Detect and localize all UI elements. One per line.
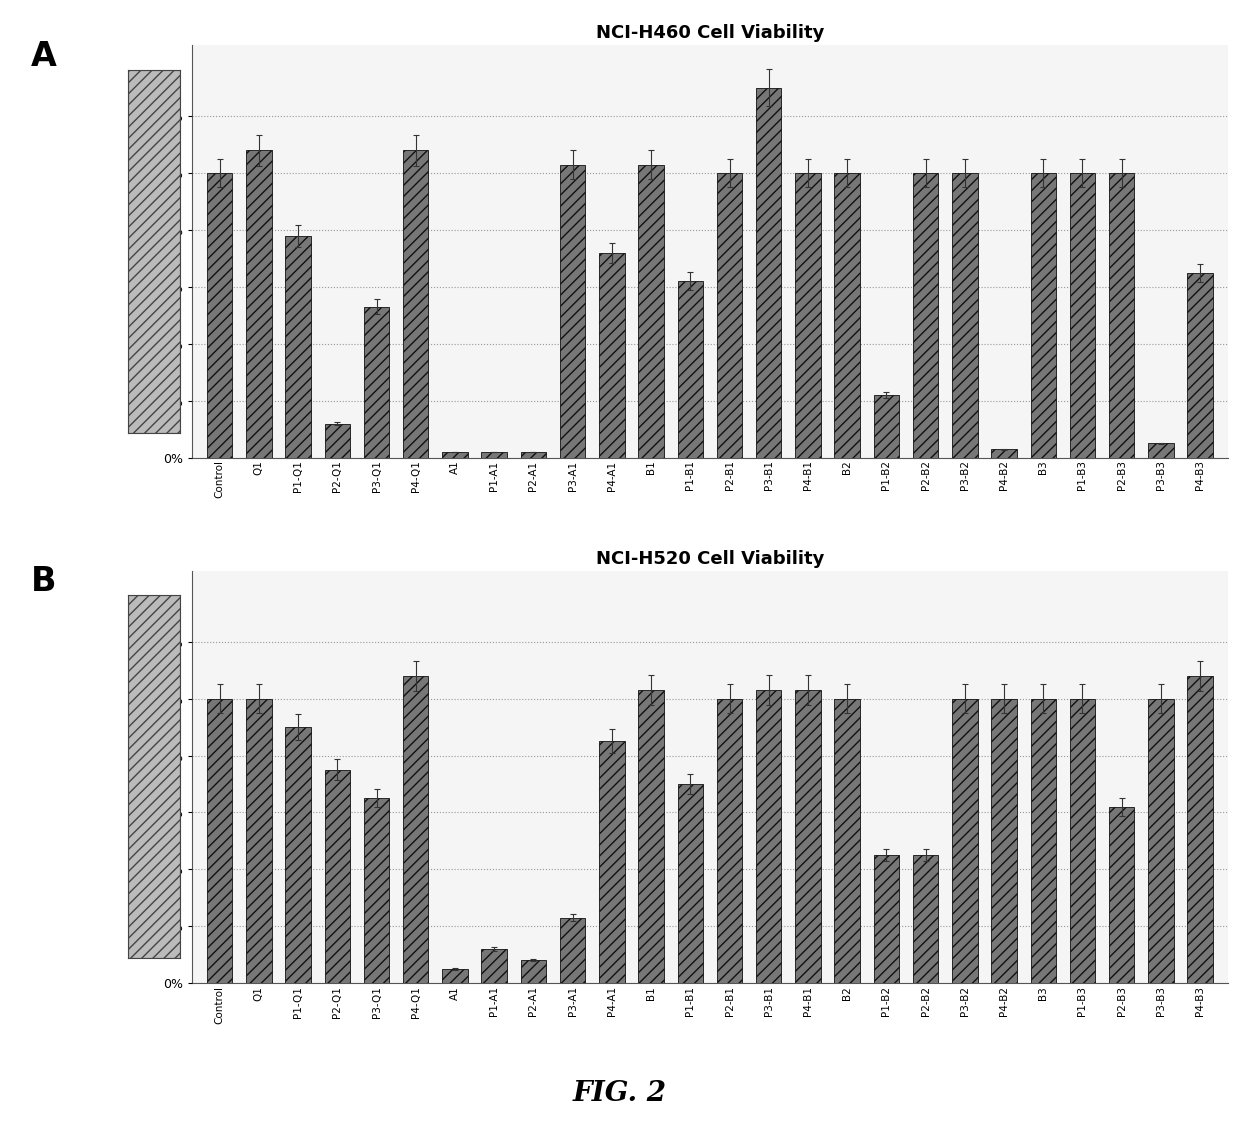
Bar [835, 173, 859, 458]
Bar [717, 698, 743, 983]
Bar [756, 690, 781, 983]
Title: NCI-H460 Cell Viability: NCI-H460 Cell Viability [595, 24, 825, 42]
Bar [1030, 698, 1056, 983]
Bar [325, 424, 350, 458]
Text: A: A [31, 40, 57, 72]
Y-axis label: % Cell Viability: % Cell Viability [129, 719, 143, 835]
Bar [1188, 676, 1213, 983]
Bar [913, 173, 939, 458]
Bar [481, 949, 507, 983]
Bar [756, 88, 781, 458]
Bar [363, 307, 389, 458]
Bar [481, 452, 507, 458]
Bar [874, 855, 899, 983]
Bar [952, 173, 977, 458]
Bar [560, 918, 585, 983]
Bar [1188, 272, 1213, 458]
Bar [1148, 443, 1174, 458]
Text: FIG. 2: FIG. 2 [573, 1080, 667, 1107]
Bar [403, 150, 429, 458]
Bar [207, 698, 232, 983]
Bar [795, 690, 821, 983]
Bar [443, 968, 467, 983]
Bar [874, 396, 899, 458]
Bar [717, 173, 743, 458]
Bar [991, 449, 1017, 458]
Bar [363, 798, 389, 983]
Bar [246, 150, 272, 458]
Bar [952, 698, 977, 983]
Bar [1030, 173, 1056, 458]
Bar [913, 855, 939, 983]
Bar [285, 236, 311, 458]
Bar [991, 698, 1017, 983]
Bar [443, 452, 467, 458]
Bar [599, 741, 625, 983]
Bar [560, 165, 585, 458]
Bar [1070, 173, 1095, 458]
Bar [795, 173, 821, 458]
Bar [1109, 173, 1135, 458]
Bar [835, 698, 859, 983]
Bar [246, 698, 272, 983]
Bar [325, 770, 350, 983]
Bar [1070, 698, 1095, 983]
Bar [521, 452, 546, 458]
Bar [599, 253, 625, 458]
Bar [285, 727, 311, 983]
Bar [639, 690, 663, 983]
Bar [403, 676, 429, 983]
Bar [1148, 698, 1174, 983]
Bar [677, 784, 703, 983]
Title: NCI-H520 Cell Viability: NCI-H520 Cell Viability [595, 549, 825, 567]
Text: B: B [31, 565, 57, 598]
Bar [207, 173, 232, 458]
Bar [639, 165, 663, 458]
Bar [521, 960, 546, 983]
Bar [677, 281, 703, 458]
Y-axis label: % Cell Viability: % Cell Viability [129, 193, 143, 310]
Bar [1109, 807, 1135, 983]
